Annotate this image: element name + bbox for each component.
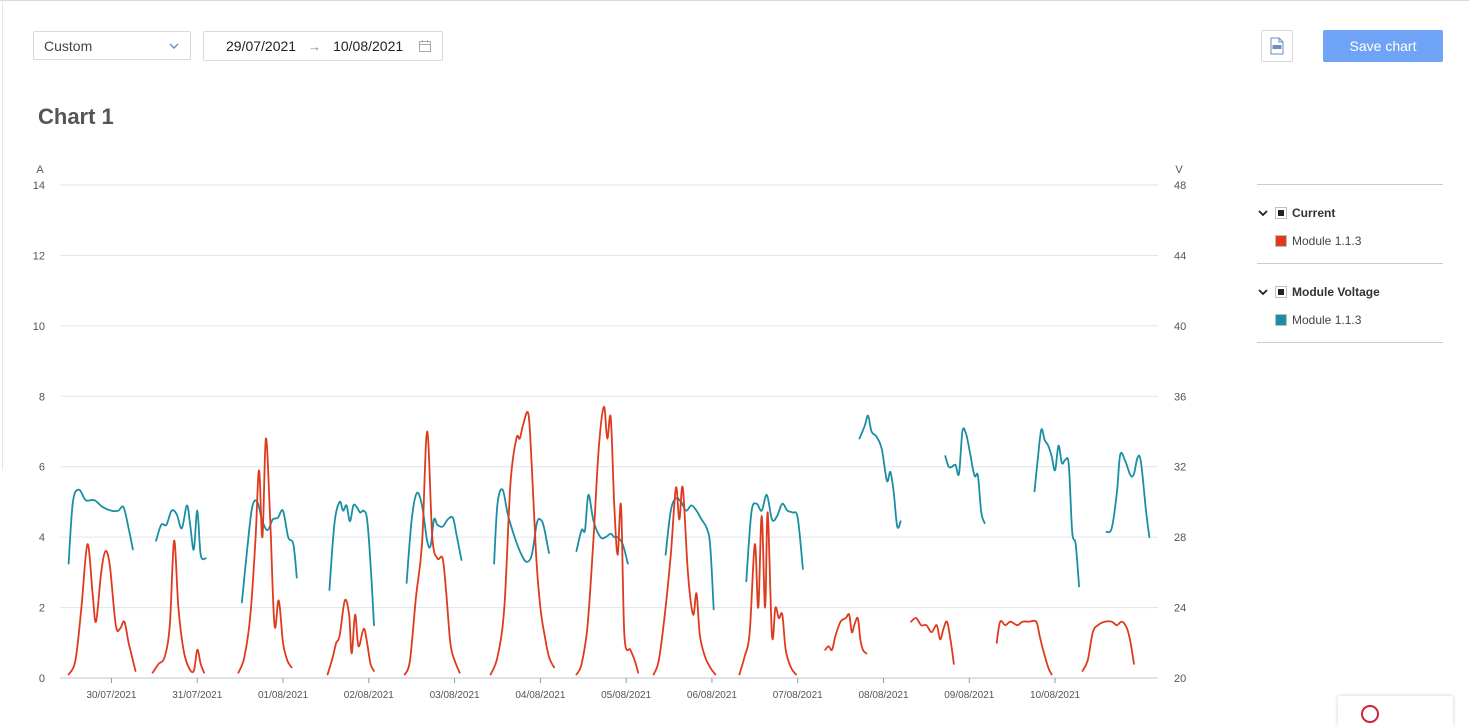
export-csv-button[interactable] [1261, 30, 1293, 62]
y-left-tick-label: 0 [39, 673, 45, 685]
current-series-line [910, 617, 955, 665]
voltage-series-line [944, 427, 986, 524]
date-range-picker[interactable]: 29/07/2021 → 10/08/2021 [203, 31, 443, 61]
current-series-line [738, 511, 797, 676]
legend-group-label: Module Voltage [1292, 285, 1380, 299]
current-series-line [237, 437, 293, 674]
x-tick-label: 07/08/2021 [773, 690, 823, 700]
voltage-series-line [858, 414, 902, 529]
x-tick-label: 08/08/2021 [858, 690, 908, 700]
current-series-line [326, 598, 375, 676]
current-series-line [403, 430, 461, 676]
x-tick-label: 01/08/2021 [258, 690, 308, 700]
y-right-tick-label: 44 [1174, 250, 1186, 262]
current-series-line [489, 411, 555, 676]
y-left-tick-label: 10 [33, 321, 45, 333]
legend: Current Module 1.1.3 Module Voltage Modu… [1257, 184, 1443, 343]
legend-item-voltage-module[interactable]: Module 1.1.3 [1257, 306, 1443, 334]
left-rule [2, 0, 3, 470]
top-border [0, 0, 1469, 1]
range-select-value: Custom [44, 37, 93, 54]
date-arrow: → [308, 38, 322, 54]
chevron-down-icon[interactable] [1257, 286, 1269, 298]
date-to[interactable]: 10/08/2021 [333, 38, 404, 54]
current-series-line [151, 539, 205, 674]
y-right-tick-label: 48 [1174, 180, 1186, 192]
y-right-tick-label: 40 [1174, 321, 1186, 333]
voltage-series-line [155, 504, 207, 561]
legend-item-label: Module 1.1.3 [1292, 313, 1362, 327]
y-left-tick-label: 4 [39, 532, 45, 544]
current-series-line [824, 613, 868, 655]
y-left-tick-label: 12 [33, 250, 45, 262]
current-series-line [575, 405, 640, 676]
voltage-series-line [405, 491, 463, 584]
voltage-series-line [493, 488, 550, 565]
group-checkbox-current[interactable] [1275, 207, 1287, 219]
checkbox-mark [1278, 289, 1284, 295]
range-select[interactable]: Custom [33, 31, 191, 60]
current-series-line [652, 485, 717, 676]
floating-help-widget[interactable] [1338, 696, 1453, 726]
x-tick-label: 05/08/2021 [601, 690, 651, 700]
legend-divider [1257, 184, 1443, 185]
x-tick-label: 30/07/2021 [86, 690, 136, 700]
voltage-series-line [67, 488, 134, 565]
current-series-line [1081, 620, 1135, 672]
chevron-down-icon[interactable] [1257, 207, 1269, 219]
current-color-swatch [1276, 236, 1286, 246]
checkbox-mark [1278, 210, 1284, 216]
y-right-tick-label: 20 [1174, 673, 1186, 685]
voltage-series-line [1033, 428, 1080, 588]
legend-group-label: Current [1292, 206, 1336, 220]
date-from[interactable]: 29/07/2021 [226, 38, 297, 54]
x-tick-label: 04/08/2021 [515, 690, 565, 700]
save-chart-button[interactable]: Save chart [1323, 30, 1443, 62]
current-series-line [67, 543, 137, 676]
y-right-tick-label: 32 [1174, 462, 1186, 474]
y-left-tick-label: 2 [39, 603, 45, 615]
calendar-icon[interactable] [418, 39, 432, 53]
x-tick-label: 02/08/2021 [344, 690, 394, 700]
current-series-line [995, 619, 1053, 676]
y-right-tick-label: 28 [1174, 532, 1186, 544]
legend-divider [1257, 263, 1443, 264]
help-icon [1361, 705, 1379, 723]
legend-group-current: Current [1257, 199, 1443, 227]
group-checkbox-voltage[interactable] [1275, 286, 1287, 298]
chevron-down-icon [169, 43, 179, 49]
voltage-series-line [745, 493, 804, 583]
y-left-unit-label: A [36, 164, 44, 176]
voltage-series-line [1105, 451, 1151, 538]
x-tick-label: 10/08/2021 [1030, 690, 1080, 700]
voltage-series-line [328, 500, 375, 627]
series-toggle-voltage[interactable] [1275, 314, 1287, 326]
legend-item-label: Module 1.1.3 [1292, 234, 1362, 248]
x-tick-label: 31/07/2021 [172, 690, 222, 700]
x-tick-label: 06/08/2021 [687, 690, 737, 700]
y-left-tick-label: 8 [39, 391, 45, 403]
legend-divider [1257, 342, 1443, 343]
y-left-tick-label: 14 [33, 180, 45, 192]
x-tick-label: 03/08/2021 [430, 690, 480, 700]
x-tick-label: 09/08/2021 [944, 690, 994, 700]
chart-title: Chart 1 [38, 104, 114, 129]
csv-file-icon [1270, 37, 1284, 55]
series-toggle-current[interactable] [1275, 235, 1287, 247]
y-left-tick-label: 6 [39, 462, 45, 474]
voltage-color-swatch [1276, 315, 1286, 325]
y-right-unit-label: V [1175, 164, 1183, 176]
y-right-tick-label: 24 [1174, 603, 1186, 615]
legend-group-voltage: Module Voltage [1257, 278, 1443, 306]
legend-item-current-module[interactable]: Module 1.1.3 [1257, 227, 1443, 255]
y-right-tick-label: 36 [1174, 391, 1186, 403]
